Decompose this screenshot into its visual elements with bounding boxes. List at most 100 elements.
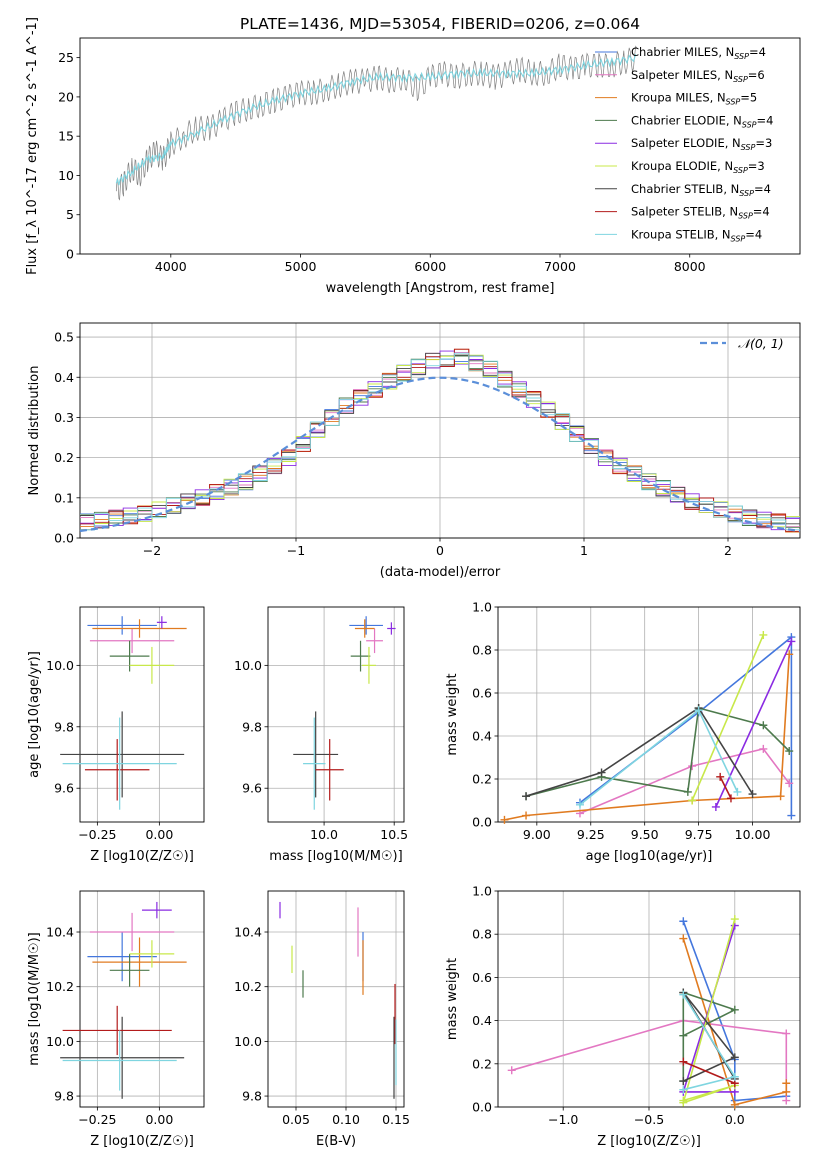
x-tick-label: 10.5 [380,827,408,842]
errorbar-point [62,717,177,810]
y-axis-label: Flux [f_λ 10^-17 erg cm^-2 s^-1 A^-1] [25,17,40,275]
legend-text: Chabrier STELIB, N [631,182,739,196]
weight-marker [787,637,796,646]
y-tick-label: 10.0 [234,658,262,673]
errorbar-point [350,640,371,672]
weight-marker [679,1057,688,1066]
x-tick-label: 0.0 [725,1112,745,1127]
weight-line [691,634,765,801]
axes-frame [79,37,801,255]
weight-marker [782,1096,791,1105]
x-tick-label: 1 [580,543,588,558]
weight-marker [759,630,768,639]
legend-count: =3 [748,159,765,173]
legend-text: Salpeter STELIB, N [631,205,738,219]
y-tick-label: 9.8 [242,719,262,734]
errorbar-point [109,953,150,987]
legend-entry: Chabrier MILES, NSSP=4 [631,45,766,61]
y-tick-label: 10.0 [234,1034,262,1049]
weight-marker [716,772,725,781]
x-tick-label: −0.25 [78,1112,116,1127]
panel-mass_vs_EBV: 0.05 0.10 0.15 9.8 10.0 10.2 10.4 E(B-V) [234,890,410,1149]
y-tick-label: 0.5 [54,330,74,345]
legend-subscript: SSP [741,143,756,152]
y-tick-label: 25 [58,50,74,65]
errorbar-point [142,901,172,919]
y-tick-label: 10.2 [46,979,74,994]
weight-marker [679,1085,688,1094]
weight-marker [730,915,739,924]
weight-marker [748,790,757,799]
y-tick-label: 1.0 [472,884,492,899]
x-tick-label: 5000 [285,259,317,274]
y-axis-label: Normed distribution [27,366,42,496]
y-tick-label: 9.6 [54,781,74,796]
weight-series [575,744,794,818]
panel-age_vs_Z: −0.25 0.00 9.6 9.8 10.0 Z [log10(Z/Z☉)] age [l… [27,606,205,864]
x-tick-label: 7000 [544,259,576,274]
x-tick-label: 9.00 [523,827,551,842]
y-axis-label: mass weight [445,673,460,755]
weight-series [679,934,791,1109]
legend-text: Chabrier MILES, N [631,45,734,59]
x-tick-label: −1.0 [548,1112,578,1127]
weight-line [579,708,739,806]
weight-marker [730,1053,739,1062]
weight-line [682,918,736,1104]
legend-count: =5 [740,91,757,105]
x-tick-label: −0.25 [78,827,116,842]
weight-marker [507,1066,516,1075]
weight-line [719,776,732,799]
weight-marker [679,1077,688,1086]
weight-marker [679,934,688,943]
legend-subscript: SSP [742,120,757,129]
errorbar-point [60,711,185,798]
weight-marker [730,1100,739,1109]
legend-subscript: SSP [731,234,746,243]
x-axis-label: (data-model)/error [380,565,501,580]
weight-line [504,654,790,821]
x-tick-label: 0.00 [145,1112,173,1127]
y-tick-label: 9.8 [54,719,74,734]
weight-series [575,706,742,809]
weight-marker [782,1079,791,1088]
weight-series [679,915,739,1107]
weight-line [579,747,790,815]
weight-marker [679,990,688,999]
panel-weight_vs_age: 9.00 9.25 9.50 9.75 10.00 0.0 0.2 0.4 0.6 0.8 1.0 a… [445,600,801,864]
axes-frame [79,890,205,1108]
legend-text: Chabrier ELODIE, N [631,113,742,127]
y-tick-label: 0.8 [472,927,492,942]
weight-marker [785,747,794,756]
x-tick-label: 0.10 [332,1112,360,1127]
legend-entry: Kroupa STELIB, NSSP=4 [631,227,762,243]
x-tick-label: 2 [724,543,732,558]
weight-series [679,990,739,1094]
y-tick-label: 5 [66,207,74,222]
axes-frame [267,890,405,1108]
weight-marker [683,787,692,796]
y-tick-label: 0.2 [472,772,492,787]
legend-subscript: SSP [738,212,753,221]
weight-line [579,635,793,816]
x-tick-label: 10.0 [310,827,338,842]
legend-subscript: SSP [733,166,748,175]
legend-entry: Salpeter MILES, NSSP=6 [631,68,765,84]
legend-count: =4 [757,113,774,127]
gaussian-curve [79,376,801,533]
axes-frame [267,606,405,823]
weight-marker [522,811,531,820]
y-axis-label: age [log10(age/yr)] [27,651,42,778]
y-tick-label: 0.8 [472,643,492,658]
errorbar-point [361,646,376,684]
y-tick-label: 0.6 [472,970,492,985]
y-tick-label: 0.2 [472,1056,492,1071]
weight-marker [575,800,584,809]
weight-series [522,704,757,801]
legend-subscript: SSP [739,189,754,198]
weight-marker [730,1005,739,1014]
legend-entry: Kroupa MILES, NSSP=5 [631,91,757,107]
y-tick-label: 0.0 [54,531,74,546]
x-tick-label: 10.00 [735,827,771,842]
